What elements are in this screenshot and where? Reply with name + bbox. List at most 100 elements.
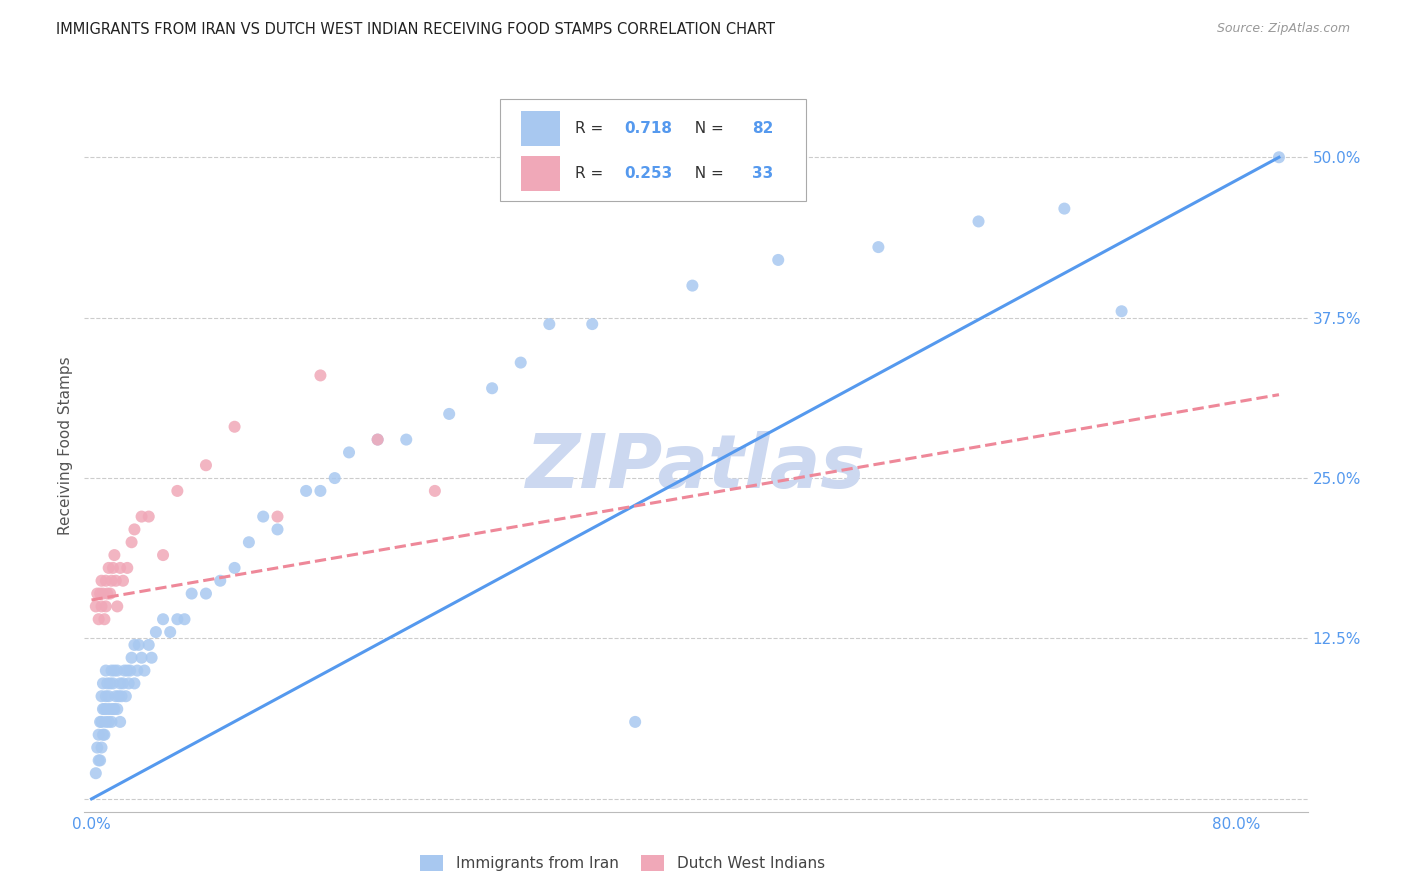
Point bbox=[98, 676, 121, 690]
Point bbox=[108, 714, 131, 729]
Point bbox=[97, 714, 120, 729]
Point bbox=[128, 638, 150, 652]
Point bbox=[481, 381, 503, 395]
Point bbox=[224, 561, 246, 575]
Point bbox=[104, 574, 127, 588]
Point bbox=[91, 728, 114, 742]
Point bbox=[624, 714, 647, 729]
Point bbox=[111, 676, 134, 690]
Point bbox=[117, 561, 139, 575]
Point bbox=[117, 664, 139, 678]
Point bbox=[367, 433, 389, 447]
FancyBboxPatch shape bbox=[522, 156, 560, 191]
Point bbox=[209, 574, 232, 588]
Point bbox=[124, 676, 146, 690]
Point bbox=[134, 664, 156, 678]
FancyBboxPatch shape bbox=[501, 99, 806, 201]
Text: 82: 82 bbox=[752, 121, 773, 136]
Point bbox=[91, 586, 114, 600]
Point bbox=[100, 714, 122, 729]
Point bbox=[86, 586, 108, 600]
Point bbox=[89, 586, 111, 600]
Point bbox=[84, 766, 107, 780]
Point bbox=[108, 561, 131, 575]
Point bbox=[238, 535, 260, 549]
Point bbox=[94, 574, 117, 588]
Point bbox=[127, 664, 149, 678]
Point bbox=[194, 586, 217, 600]
Point bbox=[87, 728, 110, 742]
Point bbox=[323, 471, 346, 485]
Point bbox=[94, 690, 117, 704]
Point bbox=[84, 599, 107, 614]
Point bbox=[138, 509, 160, 524]
Point bbox=[437, 407, 460, 421]
Point bbox=[173, 612, 195, 626]
Point bbox=[224, 419, 246, 434]
Point bbox=[97, 690, 120, 704]
Point bbox=[266, 509, 288, 524]
Text: N =: N = bbox=[685, 166, 728, 181]
Point bbox=[252, 509, 274, 524]
Point bbox=[101, 702, 124, 716]
Point bbox=[105, 702, 128, 716]
Point bbox=[131, 650, 153, 665]
Point bbox=[121, 650, 143, 665]
Point bbox=[152, 612, 174, 626]
Point bbox=[1268, 150, 1291, 164]
Point bbox=[180, 586, 202, 600]
Point bbox=[108, 676, 131, 690]
Point bbox=[96, 702, 118, 716]
Point bbox=[91, 702, 114, 716]
Point bbox=[152, 548, 174, 562]
Point bbox=[509, 355, 531, 369]
Point bbox=[967, 214, 990, 228]
Point bbox=[138, 638, 160, 652]
Point bbox=[295, 483, 318, 498]
Text: 33: 33 bbox=[752, 166, 773, 181]
Point bbox=[86, 740, 108, 755]
Point bbox=[94, 664, 117, 678]
Text: ZIPatlas: ZIPatlas bbox=[526, 432, 866, 505]
Point bbox=[145, 625, 167, 640]
Point bbox=[131, 509, 153, 524]
Point bbox=[309, 368, 332, 383]
Point bbox=[194, 458, 217, 473]
Point bbox=[121, 535, 143, 549]
Point bbox=[105, 599, 128, 614]
Point bbox=[120, 664, 142, 678]
Point bbox=[89, 753, 111, 767]
Point bbox=[101, 561, 124, 575]
Point bbox=[768, 252, 790, 267]
Text: R =: R = bbox=[575, 166, 607, 181]
Point bbox=[124, 638, 146, 652]
Point bbox=[93, 702, 115, 716]
Point bbox=[100, 664, 122, 678]
Point bbox=[107, 690, 129, 704]
Point bbox=[90, 714, 112, 729]
Point bbox=[97, 561, 120, 575]
Point bbox=[91, 676, 114, 690]
Point bbox=[115, 690, 138, 704]
Point bbox=[581, 317, 603, 331]
Point bbox=[104, 690, 127, 704]
Point bbox=[96, 676, 118, 690]
Point bbox=[538, 317, 561, 331]
Point bbox=[96, 586, 118, 600]
Point bbox=[100, 574, 122, 588]
Point bbox=[166, 612, 188, 626]
Point bbox=[89, 714, 111, 729]
Point bbox=[93, 728, 115, 742]
Point bbox=[103, 664, 125, 678]
Point bbox=[141, 650, 163, 665]
FancyBboxPatch shape bbox=[522, 112, 560, 146]
Text: Source: ZipAtlas.com: Source: ZipAtlas.com bbox=[1216, 22, 1350, 36]
Point bbox=[337, 445, 360, 459]
Point bbox=[395, 433, 418, 447]
Point bbox=[124, 523, 146, 537]
Point bbox=[87, 753, 110, 767]
Point bbox=[367, 433, 389, 447]
Point bbox=[266, 523, 288, 537]
Point bbox=[101, 676, 124, 690]
Point bbox=[90, 574, 112, 588]
